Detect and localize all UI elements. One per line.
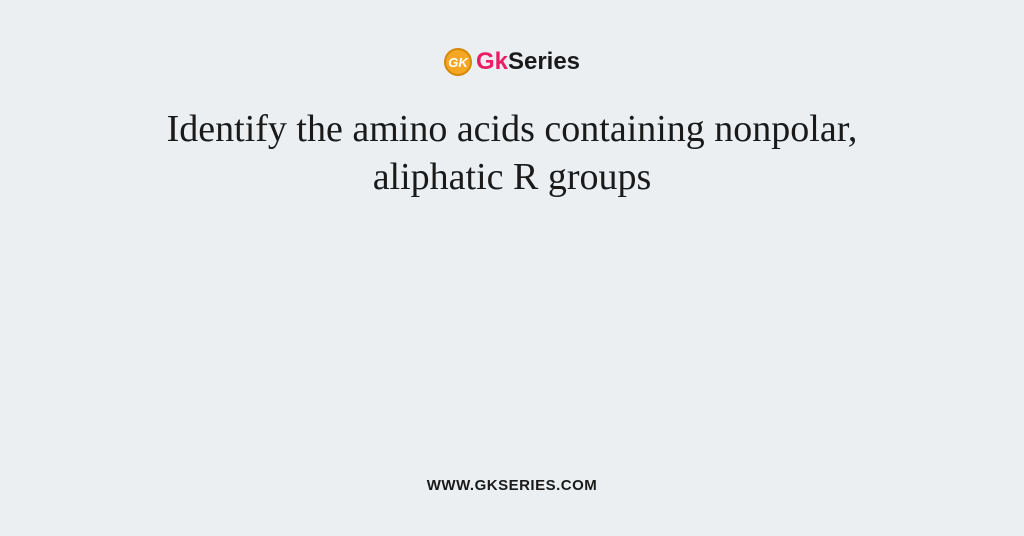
logo-brand-part1: Gk [476, 48, 508, 75]
page-title: Identify the amino acids containing nonp… [112, 106, 912, 201]
logo-brand-text: GkSeries [476, 48, 580, 76]
brand-logo: GK GkSeries [444, 48, 580, 76]
footer-url: WWW.GKSERIES.COM [427, 477, 598, 494]
logo-badge-text: GK [448, 55, 468, 70]
logo-badge-icon: GK [444, 48, 472, 76]
logo-brand-part2: Series [508, 48, 580, 75]
